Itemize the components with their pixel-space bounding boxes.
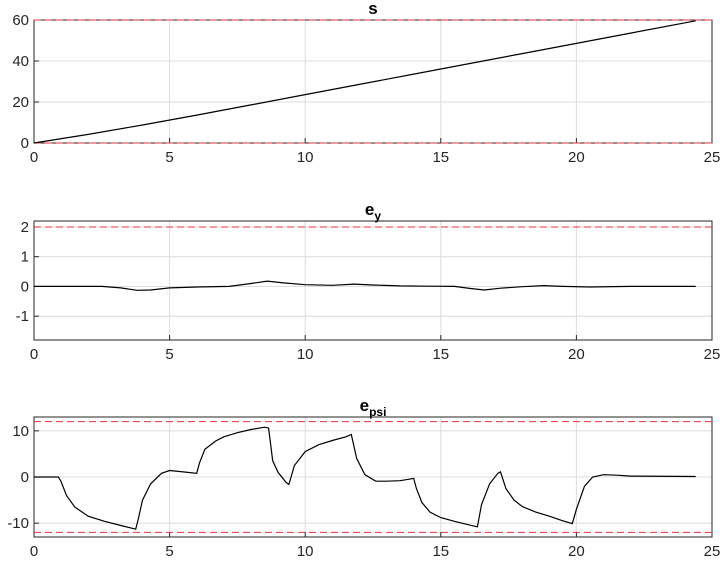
x-tick-label: 5: [165, 346, 173, 363]
title-base: e: [365, 200, 374, 219]
y-tick-label: 0: [21, 469, 29, 486]
x-tick-label: 10: [297, 346, 314, 363]
y-tick-label: -10: [7, 515, 29, 532]
y-tick-label: 0: [21, 278, 29, 295]
title-base: s: [368, 0, 377, 18]
x-tick-label: 0: [30, 346, 38, 363]
x-tick-label: 10: [297, 543, 314, 560]
y-tick-label: 1: [21, 249, 29, 266]
series-line-1: [34, 280, 696, 291]
y-tick-label: 60: [12, 12, 29, 29]
x-tick-label: 15: [432, 149, 449, 166]
subplot-2: 0 5 10 15 20 25 -1 0 1 2 ey: [16, 200, 721, 363]
title-subscript: psi: [369, 405, 386, 419]
x-tick-label: 20: [568, 149, 585, 166]
subplot-title: ey: [365, 200, 381, 223]
x-tick-label: 5: [165, 543, 173, 560]
title-subscript: y: [374, 209, 381, 223]
x-tick-label: 0: [30, 543, 38, 560]
plot-area: [33, 220, 713, 341]
y-tick-label: 2: [21, 219, 29, 236]
axes-frame: [33, 19, 713, 144]
x-tick-label: 15: [432, 346, 449, 363]
subplot-title: epsi: [360, 396, 387, 419]
y-tick-label: 0: [21, 135, 29, 152]
x-tick-label: 25: [704, 346, 721, 363]
subplot-title: s: [368, 0, 377, 18]
y-tick-label: 20: [12, 94, 29, 111]
y-tick-label: 40: [12, 53, 29, 70]
y-tick-label: 10: [12, 423, 29, 440]
series-line-1: [33, 20, 696, 144]
x-tick-label: 20: [568, 543, 585, 560]
series-line-1: [34, 426, 696, 530]
subplot-1: 0 5 10 15 20 25 0 20 40 60 s: [12, 0, 720, 166]
x-tick-label: 10: [297, 149, 314, 166]
x-tick-label: 25: [704, 543, 721, 560]
x-tick-label: 0: [30, 149, 38, 166]
x-tick-label: 25: [704, 149, 721, 166]
title-base: e: [360, 396, 369, 415]
x-tick-label: 5: [165, 149, 173, 166]
x-tick-label: 20: [568, 346, 585, 363]
axes-frame: [33, 220, 713, 341]
y-tick-label: -1: [16, 308, 29, 325]
x-tick-label: 15: [432, 543, 449, 560]
